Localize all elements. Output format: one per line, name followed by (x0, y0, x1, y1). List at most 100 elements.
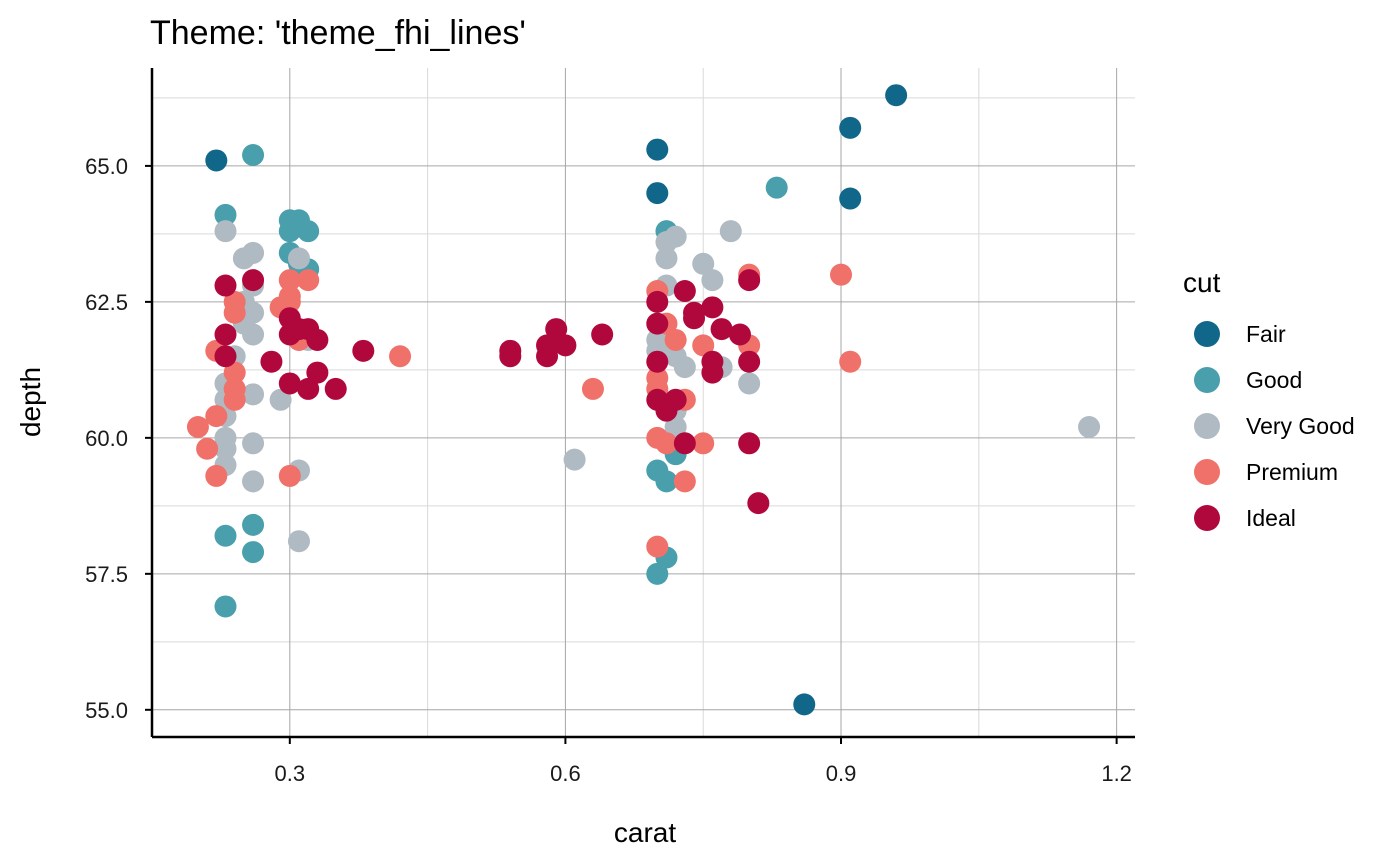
data-point (664, 328, 687, 351)
data-point (214, 220, 237, 243)
legend-label: Premium (1246, 459, 1338, 485)
data-point (839, 350, 862, 373)
x-tick-label: 1.2 (1101, 761, 1132, 786)
data-point (839, 187, 862, 210)
data-point (214, 595, 237, 618)
data-point (646, 350, 669, 373)
data-point (306, 361, 329, 384)
data-point (242, 269, 265, 292)
data-point (738, 432, 761, 455)
data-point (214, 524, 237, 547)
data-point (646, 562, 669, 585)
data-point (839, 116, 862, 139)
legend-label: Very Good (1246, 413, 1355, 439)
data-point (223, 301, 246, 324)
y-tick-label: 55.0 (85, 698, 128, 723)
y-axis-title: depth (15, 367, 46, 437)
data-point (242, 323, 265, 346)
legend-title: cut (1183, 267, 1221, 298)
data-point (701, 296, 724, 319)
data-point (683, 307, 706, 330)
data-point (655, 247, 678, 270)
legend-key (1194, 413, 1220, 439)
grid-lines (152, 68, 1135, 737)
data-point (223, 361, 246, 384)
data-point (297, 377, 320, 400)
data-points (186, 84, 1101, 716)
legend-label: Fair (1246, 321, 1286, 347)
data-point (297, 220, 320, 243)
data-point (223, 388, 246, 411)
data-point (673, 280, 696, 302)
x-axis-title: carat (614, 817, 676, 848)
data-point (214, 345, 237, 368)
data-point (728, 323, 751, 346)
data-point (692, 432, 715, 455)
data-point (646, 290, 669, 313)
data-point (664, 415, 687, 438)
data-point (242, 541, 265, 564)
data-point (205, 464, 228, 487)
legend: cut Fair Good Very Good Premium Ideal (1183, 267, 1355, 531)
data-point (242, 144, 265, 167)
data-point (214, 323, 237, 346)
data-point (793, 693, 816, 716)
y-tick-label: 62.5 (85, 290, 128, 315)
data-point (646, 312, 669, 335)
data-point (738, 372, 761, 395)
data-point (278, 220, 301, 243)
data-point (1078, 415, 1101, 438)
legend-key (1194, 367, 1220, 393)
data-point (278, 290, 301, 313)
data-point (664, 225, 687, 248)
data-point (536, 334, 559, 357)
y-tick-label: 65.0 (85, 154, 128, 179)
data-point (747, 492, 770, 515)
data-point (306, 328, 329, 351)
legend-label: Ideal (1246, 505, 1296, 531)
data-point (297, 269, 320, 292)
data-point (205, 149, 228, 172)
x-tick-label: 0.6 (550, 761, 581, 786)
x-tick-label: 0.3 (275, 761, 306, 786)
x-tick-label: 0.9 (826, 761, 857, 786)
data-point (324, 377, 347, 400)
legend-key (1194, 321, 1220, 347)
chart-title: Theme: 'theme_fhi_lines' (150, 14, 526, 52)
data-point (738, 269, 761, 292)
legend-label: Good (1246, 367, 1302, 393)
data-point (232, 247, 255, 270)
data-point (664, 388, 687, 411)
data-point (655, 432, 678, 455)
data-point (646, 138, 669, 161)
data-point (692, 252, 715, 275)
data-point (260, 350, 283, 373)
data-point (830, 263, 853, 286)
data-point (186, 415, 209, 438)
data-point (885, 84, 908, 107)
data-point (738, 350, 761, 373)
legend-key (1194, 459, 1220, 485)
data-point (242, 470, 265, 493)
data-point (278, 464, 301, 487)
data-point (710, 318, 733, 341)
y-tick-label: 60.0 (85, 426, 128, 451)
data-point (554, 334, 577, 357)
data-point (287, 247, 310, 270)
data-point (499, 345, 522, 368)
y-tick-label: 57.5 (85, 562, 128, 587)
data-point (673, 356, 696, 379)
data-point (214, 437, 237, 460)
data-point (646, 182, 669, 205)
data-point (719, 220, 742, 243)
data-point (646, 328, 669, 351)
data-point (214, 203, 237, 226)
data-point (269, 388, 292, 411)
data-point (278, 372, 301, 395)
data-point (214, 274, 237, 297)
data-point (278, 269, 301, 292)
data-point (701, 269, 724, 292)
data-point (196, 437, 219, 460)
data-point (242, 432, 265, 455)
data-point (692, 334, 715, 357)
